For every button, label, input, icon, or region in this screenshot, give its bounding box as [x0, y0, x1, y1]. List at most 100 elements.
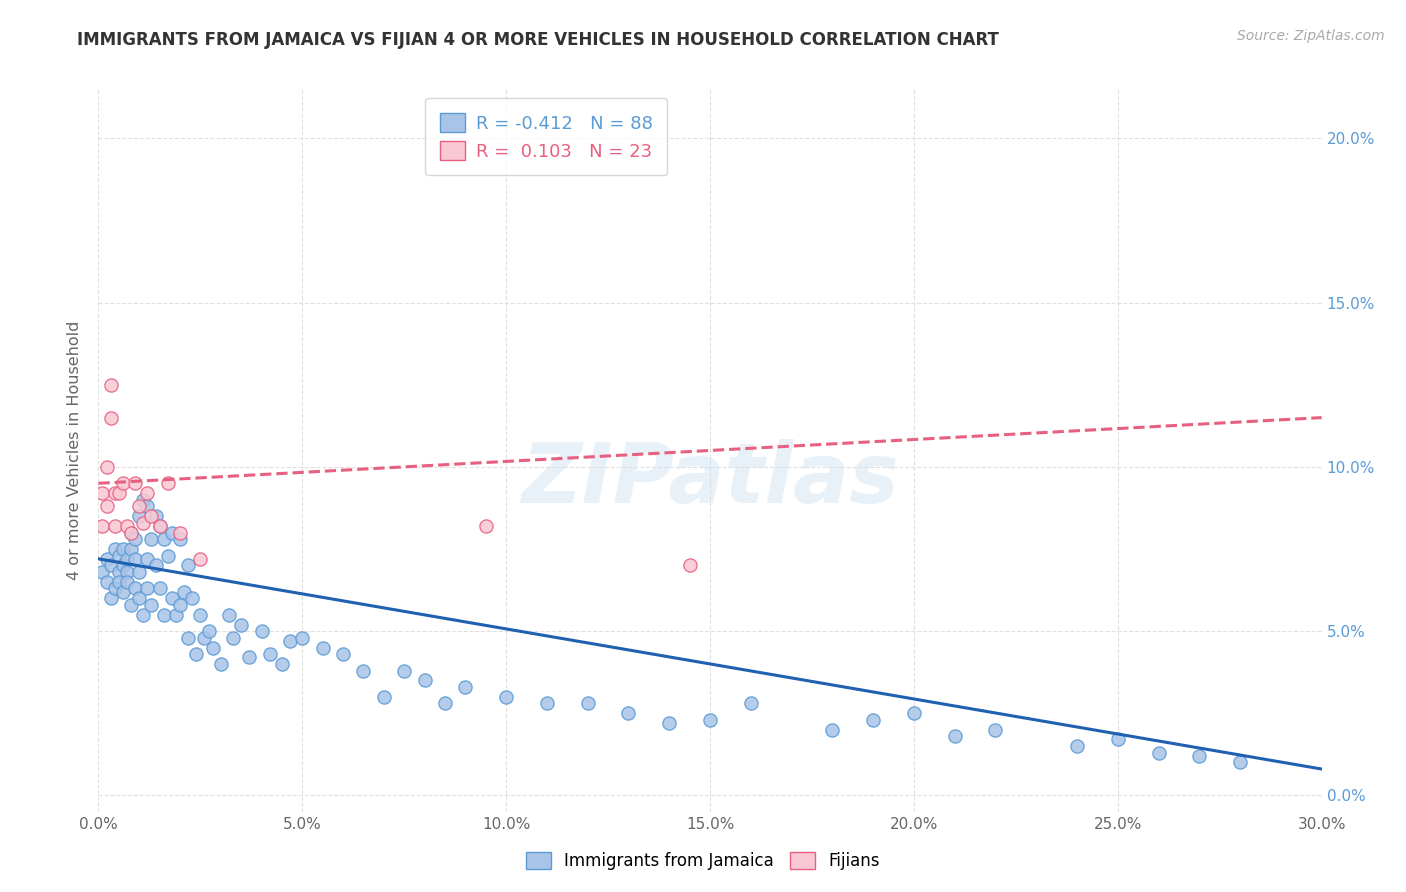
Point	[111, 584, 134, 599]
Text: Source: ZipAtlas.com: Source: ZipAtlas.com	[1237, 29, 1385, 43]
Point	[413, 673, 436, 688]
Point	[136, 486, 159, 500]
Point	[536, 696, 558, 710]
Point	[145, 509, 167, 524]
Point	[291, 631, 314, 645]
Point	[152, 532, 174, 546]
Point	[169, 525, 191, 540]
Point	[699, 713, 721, 727]
Legend: R = -0.412   N = 88, R =  0.103   N = 23: R = -0.412 N = 88, R = 0.103 N = 23	[426, 98, 668, 175]
Point	[169, 598, 191, 612]
Point	[177, 631, 200, 645]
Point	[149, 519, 172, 533]
Point	[173, 584, 195, 599]
Point	[124, 532, 146, 546]
Point	[1229, 756, 1251, 770]
Point	[679, 558, 702, 573]
Point	[434, 696, 457, 710]
Point	[120, 525, 142, 540]
Point	[100, 377, 122, 392]
Point	[181, 591, 204, 606]
Y-axis label: 4 or more Vehicles in Household: 4 or more Vehicles in Household	[67, 321, 83, 580]
Point	[821, 723, 844, 737]
Point	[104, 519, 127, 533]
Point	[120, 598, 142, 612]
Point	[312, 640, 335, 655]
Point	[128, 591, 150, 606]
Point	[111, 476, 134, 491]
Point	[100, 410, 122, 425]
Point	[104, 486, 127, 500]
Point	[124, 582, 146, 596]
Point	[132, 492, 155, 507]
Point	[136, 500, 159, 514]
Point	[91, 565, 114, 579]
Point	[201, 640, 224, 655]
Point	[111, 558, 134, 573]
Point	[108, 574, 131, 589]
Point	[903, 706, 925, 721]
Point	[136, 551, 159, 566]
Point	[120, 525, 142, 540]
Point	[104, 541, 127, 556]
Point	[617, 706, 640, 721]
Point	[373, 690, 395, 704]
Point	[120, 541, 142, 556]
Point	[96, 574, 118, 589]
Point	[238, 650, 260, 665]
Point	[169, 532, 191, 546]
Point	[250, 624, 273, 639]
Point	[188, 551, 212, 566]
Point	[115, 565, 138, 579]
Point	[128, 500, 150, 514]
Point	[658, 716, 681, 731]
Point	[474, 519, 498, 533]
Point	[332, 647, 354, 661]
Point	[152, 607, 174, 622]
Point	[96, 459, 118, 474]
Point	[454, 680, 477, 694]
Point	[104, 582, 127, 596]
Point	[100, 591, 122, 606]
Point	[188, 607, 212, 622]
Point	[862, 713, 884, 727]
Point	[186, 647, 208, 661]
Point	[1188, 748, 1211, 763]
Point	[943, 729, 966, 743]
Point	[740, 696, 762, 710]
Point	[108, 549, 131, 563]
Point	[160, 525, 183, 540]
Point	[259, 647, 281, 661]
Point	[96, 551, 118, 566]
Point	[576, 696, 599, 710]
Point	[160, 591, 183, 606]
Legend: Immigrants from Jamaica, Fijians: Immigrants from Jamaica, Fijians	[519, 845, 887, 877]
Point	[218, 607, 240, 622]
Point	[141, 532, 163, 546]
Point	[149, 519, 172, 533]
Point	[495, 690, 517, 704]
Point	[128, 509, 150, 524]
Text: ZIPatlas: ZIPatlas	[522, 439, 898, 520]
Point	[145, 558, 167, 573]
Point	[108, 565, 131, 579]
Point	[165, 607, 187, 622]
Point	[115, 574, 138, 589]
Point	[91, 519, 114, 533]
Point	[231, 617, 253, 632]
Point	[100, 558, 122, 573]
Point	[141, 598, 163, 612]
Point	[124, 551, 146, 566]
Point	[156, 476, 179, 491]
Point	[124, 476, 146, 491]
Point	[111, 541, 134, 556]
Point	[156, 549, 179, 563]
Point	[1107, 732, 1129, 747]
Point	[132, 516, 155, 530]
Point	[149, 582, 172, 596]
Point	[96, 500, 118, 514]
Point	[984, 723, 1007, 737]
Point	[270, 657, 294, 671]
Point	[115, 519, 138, 533]
Text: IMMIGRANTS FROM JAMAICA VS FIJIAN 4 OR MORE VEHICLES IN HOUSEHOLD CORRELATION CH: IMMIGRANTS FROM JAMAICA VS FIJIAN 4 OR M…	[77, 31, 1000, 49]
